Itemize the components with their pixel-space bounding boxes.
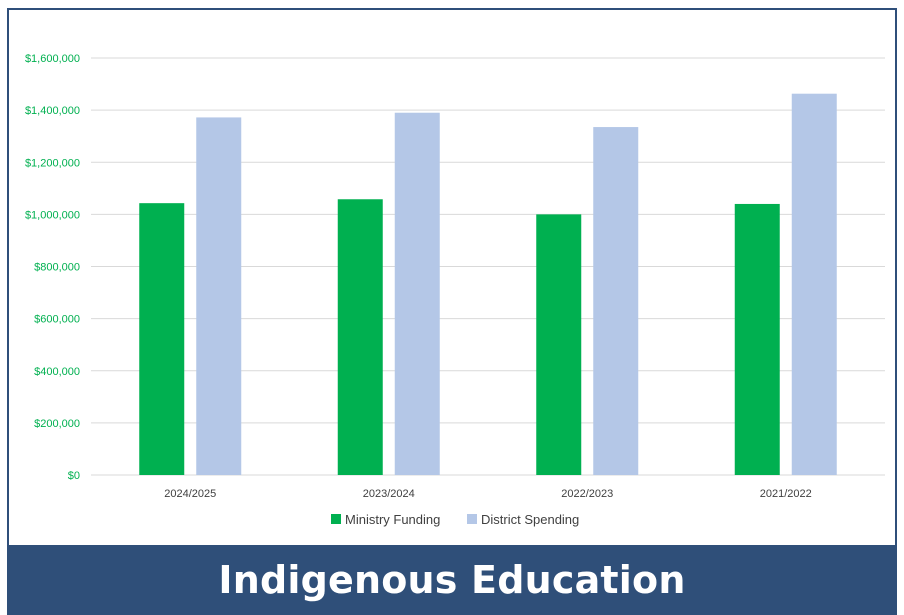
ministry-funding-bar bbox=[536, 214, 582, 475]
x-axis-category-labels: 2024/2025 2023/2024 2022/2023 2021/2022 bbox=[164, 488, 812, 500]
y-tick-label: $1,200,000 bbox=[25, 157, 80, 169]
y-tick-label: $1,400,000 bbox=[25, 105, 80, 117]
ministry-funding-bar bbox=[139, 203, 185, 475]
y-tick-label: $0 bbox=[68, 470, 80, 482]
legend-district-spending-swatch bbox=[467, 514, 477, 524]
ministry-funding-bar bbox=[734, 203, 780, 475]
legend: Ministry Funding District Spending bbox=[331, 512, 579, 527]
title-banner: Indigenous Education bbox=[7, 545, 897, 615]
y-axis-tick-labels: $0 $200,000 $400,000 $600,000 $800,000 $1,000… bbox=[25, 53, 80, 482]
x-category-label: 2024/2025 bbox=[164, 488, 216, 500]
page-title: Indigenous Education bbox=[218, 558, 686, 602]
bars bbox=[139, 93, 837, 476]
legend-ministry-funding-label: Ministry Funding bbox=[345, 512, 440, 527]
legend-ministry-funding-swatch bbox=[331, 514, 341, 524]
x-category-label: 2021/2022 bbox=[760, 488, 812, 500]
x-category-label: 2022/2023 bbox=[561, 488, 613, 500]
y-tick-label: $1,600,000 bbox=[25, 53, 80, 65]
district-spending-bar bbox=[394, 112, 440, 475]
legend-district-spending-label: District Spending bbox=[481, 512, 579, 527]
district-spending-bar bbox=[593, 127, 639, 476]
bar-chart: $0 $200,000 $400,000 $600,000 $800,000 $1,000… bbox=[25, 53, 885, 527]
district-spending-bar bbox=[791, 93, 837, 475]
ministry-funding-bar bbox=[337, 199, 383, 476]
district-spending-bar bbox=[196, 117, 242, 476]
y-tick-label: $200,000 bbox=[34, 418, 80, 430]
y-tick-label: $400,000 bbox=[34, 366, 80, 378]
y-tick-label: $800,000 bbox=[34, 262, 80, 274]
x-category-label: 2023/2024 bbox=[363, 488, 415, 500]
y-tick-label: $600,000 bbox=[34, 314, 80, 326]
y-tick-label: $1,000,000 bbox=[25, 209, 80, 221]
